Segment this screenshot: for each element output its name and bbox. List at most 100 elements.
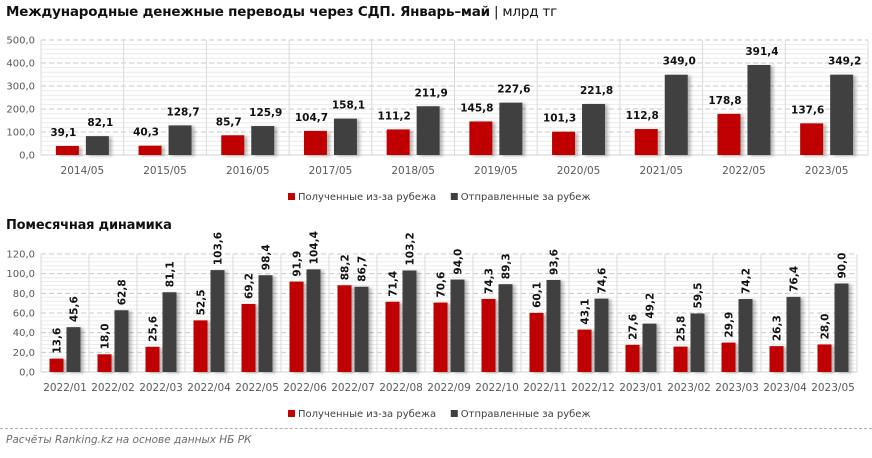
data-label: 111,2	[378, 110, 411, 122]
y-tick-label: 0,0	[19, 368, 35, 379]
bar-received	[49, 358, 64, 372]
bar-received	[221, 135, 245, 155]
y-tick-label: 0,0	[19, 151, 35, 162]
bar-sent	[664, 74, 688, 155]
bar-sent	[786, 296, 801, 372]
data-label: 62,8	[117, 279, 129, 305]
x-tick-label: 2023/05	[805, 165, 849, 177]
bar-received	[577, 329, 592, 372]
x-tick-label: 2022/05	[722, 165, 766, 177]
data-label: 137,6	[791, 104, 824, 116]
data-label: 178,8	[708, 95, 741, 107]
y-tick-label: 120,0	[6, 250, 35, 261]
data-label: 101,3	[543, 113, 576, 125]
monthly-chart-title: Помесячная динамика	[6, 218, 172, 233]
data-label: 18,0	[100, 323, 112, 349]
data-label: 93,6	[549, 249, 561, 275]
data-label: 103,2	[405, 232, 417, 265]
data-label: 25,8	[676, 316, 688, 342]
bar-received	[145, 346, 160, 372]
bar-received	[193, 320, 208, 372]
footer-divider	[0, 428, 872, 429]
legend-label: Полученные из-за рубежа	[298, 192, 436, 203]
x-tick-label: 2022/12	[571, 382, 615, 394]
data-label: 158,1	[332, 100, 365, 112]
chart-title-main: Международные денежные переводы через СД…	[6, 4, 490, 20]
x-tick-label: 2022/11	[523, 382, 567, 394]
bar-received	[469, 121, 493, 155]
bar-sent	[499, 102, 523, 155]
data-label: 112,8	[626, 110, 659, 122]
bar-received	[138, 145, 162, 155]
chart-title: Международные денежные переводы через СД…	[6, 4, 557, 20]
bar-received	[289, 281, 304, 372]
bar-received	[337, 285, 352, 372]
annual-chart: 0,0 100,0 200,0 300,0 400,0 500,0 39,1 82,1 2014…	[6, 36, 869, 203]
bar-sent	[546, 279, 561, 372]
bar-sent	[354, 286, 369, 372]
x-tick-label: 2022/01	[43, 382, 87, 394]
bar-received	[303, 130, 327, 155]
x-tick-label: 2017/05	[309, 165, 353, 177]
data-label: 74,3	[484, 268, 496, 294]
y-tick-label: 200,0	[6, 105, 35, 116]
data-label: 91,9	[292, 251, 304, 277]
data-label: 13,6	[52, 328, 64, 354]
legend-swatch-sent	[450, 193, 458, 200]
y-tick-label: 400,0	[6, 59, 35, 70]
data-label: 71,4	[388, 271, 400, 297]
data-label: 26,3	[772, 315, 784, 341]
data-label: 227,6	[497, 84, 530, 96]
y-tick-label: 100,0	[6, 269, 35, 280]
bar-sent	[258, 275, 273, 372]
data-label: 40,3	[133, 127, 159, 139]
x-tick-label: 2022/05	[235, 382, 279, 394]
x-tick-label: 2023/02	[667, 382, 711, 394]
bar-received	[55, 146, 79, 155]
data-label: 211,9	[415, 87, 448, 99]
bar-sent	[594, 298, 609, 372]
x-tick-label: 2023/04	[763, 382, 807, 394]
data-label: 82,1	[87, 117, 113, 129]
legend-swatch-received	[288, 193, 295, 200]
x-tick-label: 2015/05	[143, 165, 187, 177]
x-tick-label: 2019/05	[474, 165, 518, 177]
bar-received	[817, 344, 832, 372]
title-separator: |	[489, 4, 503, 20]
legend-swatch-received	[288, 410, 295, 417]
x-tick-label: 2022/09	[427, 382, 471, 394]
legend-label: Отправленные за рубеж	[461, 192, 591, 203]
data-label: 85,7	[216, 116, 242, 128]
data-label: 86,7	[357, 256, 369, 282]
y-tick-label: 500,0	[6, 36, 35, 47]
data-label: 74,6	[597, 268, 609, 294]
y-tick-label: 40,0	[13, 328, 35, 339]
x-tick-label: 2022/10	[475, 382, 519, 394]
data-label: 94,0	[453, 249, 465, 275]
x-tick-label: 2023/03	[715, 382, 759, 394]
bar-sent	[498, 284, 513, 372]
bar-received	[721, 342, 736, 372]
bar-received	[481, 298, 496, 372]
data-label: 29,9	[724, 312, 736, 338]
bar-sent	[333, 118, 357, 155]
bar-sent	[402, 270, 417, 372]
data-label: 391,4	[745, 46, 778, 58]
data-label: 98,4	[261, 244, 273, 270]
y-tick-label: 300,0	[6, 82, 35, 93]
bar-sent	[747, 64, 771, 155]
source-note: Расчёты Ranking.kz на основе данных НБ Р…	[6, 434, 252, 446]
data-label: 221,8	[580, 85, 613, 97]
x-tick-label: 2023/05	[811, 382, 855, 394]
data-label: 69,2	[244, 273, 256, 299]
x-tick-label: 2022/02	[91, 382, 135, 394]
bar-received	[433, 302, 448, 372]
data-label: 88,2	[340, 254, 352, 280]
data-label: 52,5	[196, 289, 208, 315]
bar-sent	[690, 313, 705, 372]
bar-received	[529, 312, 544, 372]
data-label: 81,1	[165, 261, 177, 287]
data-label: 49,2	[645, 293, 657, 319]
bar-sent	[85, 136, 109, 155]
